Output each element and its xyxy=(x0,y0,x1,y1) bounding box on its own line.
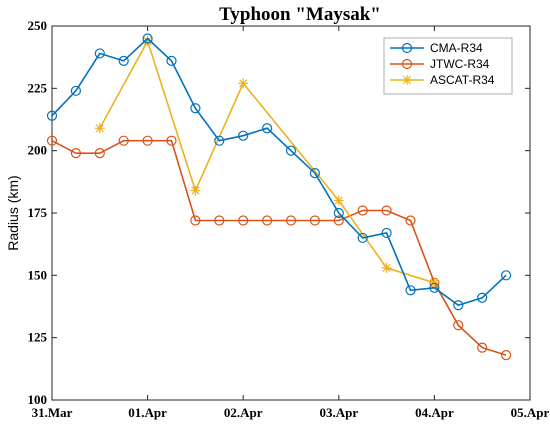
series-jtwc-r34 xyxy=(46,135,512,361)
series-line-jtwc-r34 xyxy=(51,139,507,356)
data-point-cma-r34 xyxy=(94,48,105,59)
y-tick-label: 225 xyxy=(28,80,48,95)
data-point-cma-r34 xyxy=(46,110,58,121)
x-tick-label: 04.Apr xyxy=(415,405,454,420)
data-point-ascat-r34 xyxy=(382,263,391,272)
data-point-jtwc-r34 xyxy=(309,215,320,226)
legend-item-cma-r34: CMA-R34 xyxy=(390,41,483,55)
data-point-jtwc-r34 xyxy=(405,215,416,226)
data-point-jtwc-r34 xyxy=(501,350,512,361)
data-point-cma-r34 xyxy=(429,282,440,293)
y-tick-label: 200 xyxy=(28,143,48,158)
data-point-cma-r34 xyxy=(142,33,153,44)
data-point-jtwc-r34 xyxy=(477,342,488,353)
x-tick-label: 01.Apr xyxy=(128,405,167,420)
data-point-jtwc-r34 xyxy=(238,215,249,226)
data-point-cma-r34 xyxy=(118,55,129,67)
y-tick-label: 175 xyxy=(28,205,48,220)
data-point-cma-r34 xyxy=(262,123,273,134)
legend-marker-jtwc-r34 xyxy=(401,58,413,70)
data-point-ascat-r34 xyxy=(334,196,343,205)
legend-item-jtwc-r34: JTWC-R34 xyxy=(390,57,490,71)
data-point-ascat-r34 xyxy=(95,124,104,133)
data-point-jtwc-r34 xyxy=(285,215,297,226)
x-tick-label: 31.Mar xyxy=(32,405,73,420)
data-point-ascat-r34 xyxy=(143,36,152,45)
series-cma-r34 xyxy=(46,33,512,311)
data-point-jtwc-r34 xyxy=(166,135,177,146)
data-point-jtwc-r34 xyxy=(262,215,273,226)
data-point-cma-r34 xyxy=(309,168,320,179)
legend: CMA-R34 JTWC-R34 ASCAT-R34 xyxy=(383,37,513,95)
data-point-jtwc-r34 xyxy=(190,215,201,226)
legend-label-jtwc-r34: JTWC-R34 xyxy=(430,57,490,71)
data-point-cma-r34 xyxy=(190,103,201,114)
data-point-cma-r34 xyxy=(333,207,344,219)
data-point-ascat-r34 xyxy=(191,186,200,195)
data-point-jtwc-r34 xyxy=(70,148,82,159)
data-point-jtwc-r34 xyxy=(46,135,58,146)
data-point-jtwc-r34 xyxy=(94,148,105,159)
x-tick-label: 03.Apr xyxy=(319,405,358,420)
y-tick-label: 125 xyxy=(28,330,48,345)
chart-title: Typhoon "Maysak" xyxy=(219,4,381,25)
data-point-cma-r34 xyxy=(453,300,464,311)
legend-label-cma-r34: CMA-R34 xyxy=(430,41,483,55)
data-point-ascat-r34 xyxy=(239,79,248,88)
data-point-cma-r34 xyxy=(70,85,82,96)
data-point-jtwc-r34 xyxy=(214,215,225,226)
y-tick-label: 150 xyxy=(28,267,48,282)
legend-marker-ascat-r34 xyxy=(402,75,412,85)
legend-label-ascat-r34: ASCAT-R34 xyxy=(430,73,495,87)
data-point-cma-r34 xyxy=(214,135,225,146)
data-point-jtwc-r34 xyxy=(453,320,464,331)
data-point-cma-r34 xyxy=(166,55,177,67)
y-tick-label: 100 xyxy=(28,392,48,407)
axes: 100 125 150 175 200 225 250 31.Mar 01.Apr 02.Apr 0… xyxy=(28,18,550,420)
data-point-jtwc-r34 xyxy=(357,205,368,216)
data-point-jtwc-r34 xyxy=(333,215,344,226)
legend-items: CMA-R34 JTWC-R34 ASCAT-R34 xyxy=(390,41,495,87)
data-point-jtwc-r34 xyxy=(381,205,392,216)
legend-marker-cma-r34 xyxy=(401,42,413,54)
data-point-cma-r34 xyxy=(238,130,249,141)
data-point-cma-r34 xyxy=(285,145,297,156)
data-point-jtwc-r34 xyxy=(142,135,153,146)
data-point-cma-r34 xyxy=(501,270,512,281)
y-axis-label: Radius (km) xyxy=(5,175,21,250)
data-point-cma-r34 xyxy=(477,292,488,303)
data-point-cma-r34 xyxy=(405,285,416,296)
x-tick-label: 05.Apr xyxy=(511,405,550,420)
data-point-cma-r34 xyxy=(381,227,392,239)
plot-series xyxy=(46,33,512,361)
data-point-cma-r34 xyxy=(357,232,368,244)
data-point-jtwc-r34 xyxy=(118,135,129,146)
y-tick-label: 250 xyxy=(28,18,48,33)
legend-item-ascat-r34: ASCAT-R34 xyxy=(390,73,495,87)
x-tick-label: 02.Apr xyxy=(224,405,263,420)
